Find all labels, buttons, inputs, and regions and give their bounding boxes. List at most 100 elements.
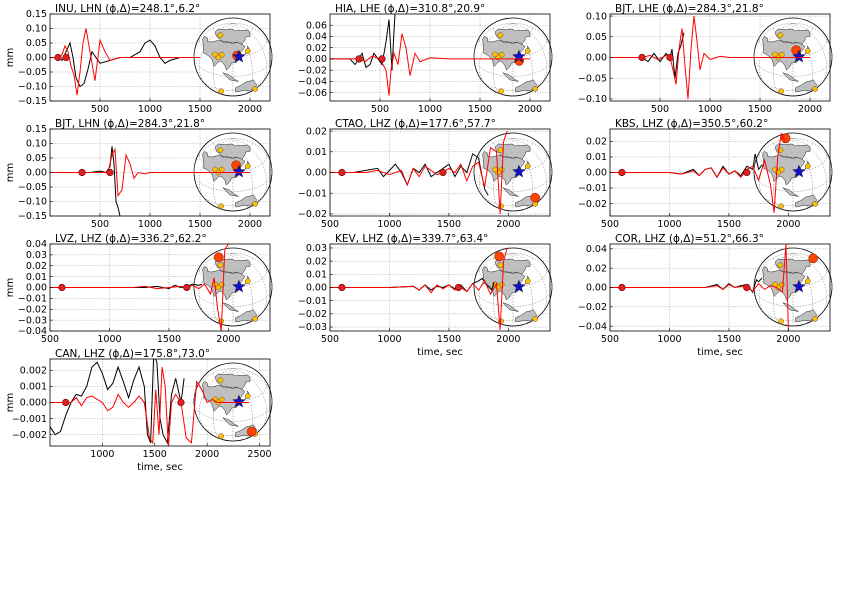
globe-meridian [232,252,268,317]
globe-selected-station [530,192,540,203]
window-pick-marker [743,283,751,292]
y-tick-label: −0.10 [578,94,607,105]
y-tick-label: −0.02 [578,302,607,313]
chart-panel-ctao-lhz: 500 1000 1500 2000 −0.02 −0.01 0.00 0.01 0.02 CTA… [298,118,553,230]
x-tick-label: 500 [91,104,109,115]
globe-land [502,302,519,312]
globe-other-station [218,203,224,209]
event-star-icon [792,49,806,63]
chart-title: CAN, LHZ (ϕ,Δ)=175.8°,73.0° [55,348,210,360]
y-tick-label: −0.001 [12,414,47,425]
globe-selected-station [780,133,791,144]
y-tick-label: −0.02 [298,309,327,320]
globe-meridian [792,137,833,173]
globe-other-station [778,318,784,324]
globe-parallel [201,309,265,322]
globe-land [215,28,251,45]
globe-other-station [777,32,784,39]
globe-meridian [193,137,234,173]
y-tick-label: 0.04 [586,244,607,255]
y-tick-label: 0.02 [306,43,327,54]
x-tick-label: 2000 [776,219,800,230]
globe-inset [473,132,553,212]
globe-other-station [525,48,531,54]
window-pick-marker [106,168,114,177]
globe-other-station [525,163,531,169]
globe-parallel [481,309,545,322]
y-tick-label: −0.05 [18,67,47,78]
globe-other-station [245,48,251,54]
y-tick-label: −0.02 [578,199,607,210]
globe-other-station [217,147,224,154]
globe-meridian [753,22,794,58]
x-tick-label: 2000 [496,219,520,230]
globe-other-station [245,278,251,284]
globe-land [495,28,531,45]
y-tick-label: −0.03 [298,322,327,333]
y-tick-label: 0.01 [586,152,607,163]
y-tick-label: 0.03 [26,250,47,261]
globe-other-station [805,163,811,169]
chart-panel-inu-lhn: 500 1000 1500 2000 −0.15 −0.10 −0.05 0.00 0.05 0.… [5,3,273,115]
event-star-icon [792,279,806,293]
event-star-icon [232,279,246,293]
globe-land [215,373,251,390]
globe-other-station [812,316,819,322]
globe-meridian [792,252,833,288]
x-tick-label: 1000 [138,219,162,230]
x-tick-label: 2000 [798,104,822,115]
x-tick-label: 2500 [247,449,271,460]
synthetic-waveform-line [610,244,789,331]
y-tick-label: −0.01 [298,296,327,307]
y-tick-label: 0.00 [306,283,327,294]
globe-meridian [512,252,553,288]
globe-meridian [512,137,553,173]
globe-meridian [473,22,514,58]
globe-meridian [792,22,828,87]
globe-land [782,187,799,197]
x-axis-label: time, sec [137,462,183,473]
globe-meridian [232,252,273,288]
globe-meridian [193,22,234,58]
window-pick-marker [62,53,70,62]
globe-inset [753,132,833,212]
event-star-icon [512,164,526,178]
globe-other-station [805,278,811,284]
x-axis-label: time, sec [697,347,743,358]
globe-meridian [753,137,794,173]
synthetic-waveform-line [330,247,508,330]
globe-meridian [193,367,234,403]
observed-waveform-line [330,153,489,196]
globe-land [795,79,817,93]
x-tick-label: 1000 [657,219,681,230]
globe-other-station [212,51,218,58]
globe-land [222,417,239,427]
x-tick-label: 1500 [717,219,741,230]
x-tick-label: 2000 [496,334,520,345]
event-star-icon [792,164,806,178]
globe-other-station [212,166,218,173]
globe-parallel [481,79,545,92]
y-tick-label: 0.00 [586,53,607,64]
y-tick-label: −0.03 [18,315,47,326]
chart-panel-kev-lhz: 500 1000 1500 2000 −0.03 −0.02 −0.01 0.00 0.01 0.… [298,233,553,358]
x-tick-label: 2000 [216,334,240,345]
x-tick-label: 500 [601,219,619,230]
globe-meridian [473,252,514,288]
globe-other-station [217,32,224,39]
event-star-icon [232,164,246,178]
globe-land [795,309,817,323]
y-tick-label: 0.04 [26,239,47,250]
window-pick-marker [355,55,363,63]
globe-land [222,187,239,197]
x-tick-label: 1000 [377,219,401,230]
y-axis-label: mm [5,393,16,412]
globe-meridian [232,137,268,202]
x-tick-label: 1500 [748,104,772,115]
synthetic-waveform-line [610,131,786,213]
x-tick-label: 500 [41,334,59,345]
x-tick-label: 1000 [657,334,681,345]
x-tick-label: 1000 [90,449,114,460]
y-tick-label: −0.02 [298,209,327,220]
globe-land [495,143,531,160]
